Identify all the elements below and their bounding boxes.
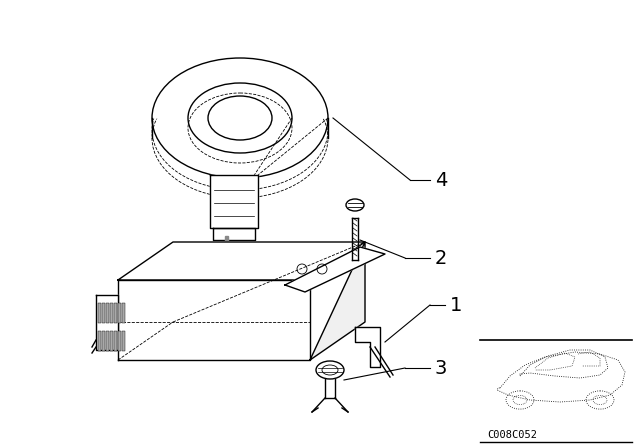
Bar [114, 303, 117, 323]
Polygon shape [225, 236, 228, 241]
Text: 4: 4 [435, 171, 447, 190]
Text: 3: 3 [435, 358, 447, 378]
Bar [122, 303, 125, 323]
Bar [106, 303, 109, 323]
Bar [118, 331, 121, 351]
Bar [106, 331, 109, 351]
Polygon shape [310, 242, 365, 360]
Bar [122, 331, 125, 351]
Text: C008C052: C008C052 [487, 430, 537, 440]
Polygon shape [118, 280, 310, 360]
Text: 1: 1 [450, 296, 462, 314]
Polygon shape [152, 58, 328, 118]
Ellipse shape [208, 96, 272, 140]
Polygon shape [355, 327, 380, 367]
Polygon shape [285, 247, 385, 292]
Bar [102, 331, 105, 351]
Polygon shape [118, 242, 365, 280]
Bar [98, 331, 101, 351]
Bar [118, 303, 121, 323]
Bar [110, 303, 113, 323]
Bar [114, 331, 117, 351]
Bar [98, 303, 101, 323]
Bar [110, 331, 113, 351]
Bar [102, 303, 105, 323]
Polygon shape [210, 175, 258, 228]
Polygon shape [213, 228, 255, 240]
Polygon shape [96, 295, 118, 350]
Ellipse shape [346, 199, 364, 211]
Ellipse shape [316, 361, 344, 379]
Text: 2: 2 [435, 249, 447, 267]
